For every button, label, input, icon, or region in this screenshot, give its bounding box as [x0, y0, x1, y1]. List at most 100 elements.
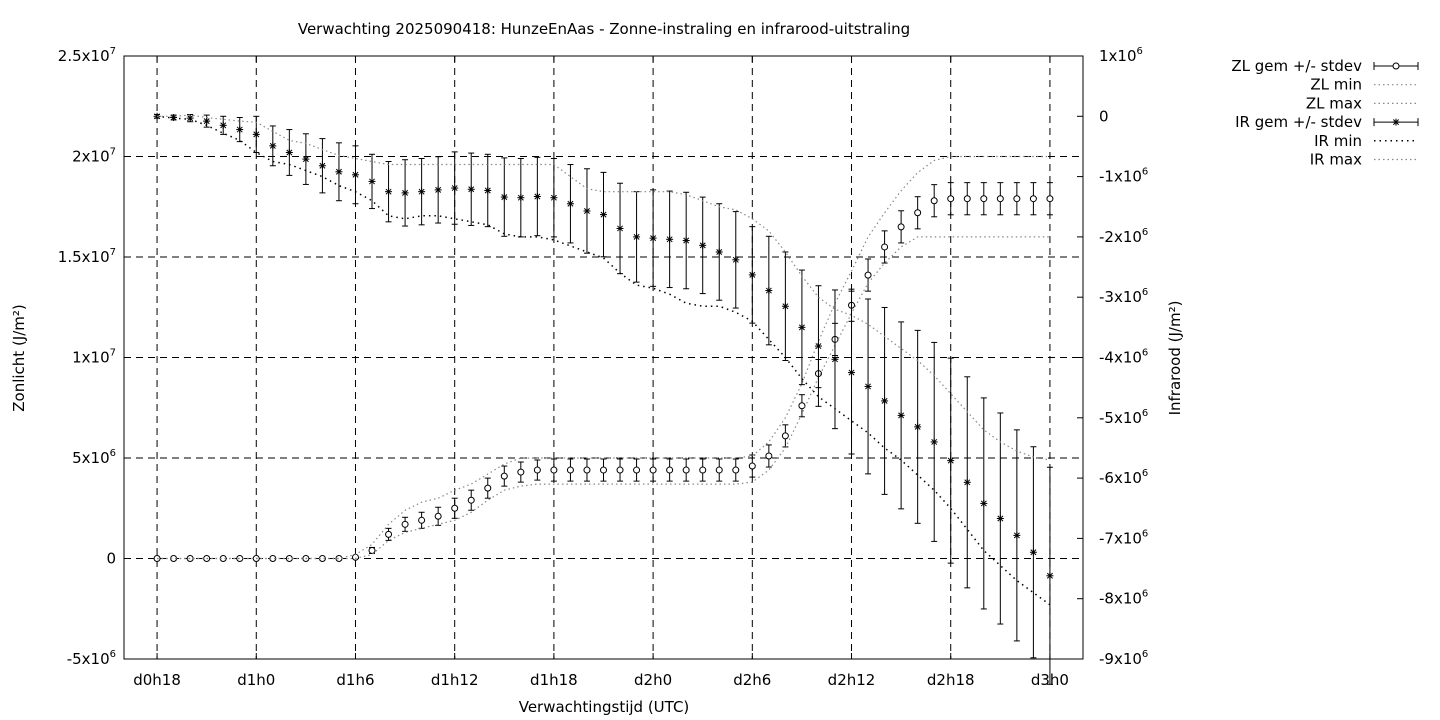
x-tick-label: d1h18	[530, 671, 578, 689]
y-tick-label: 2x107	[72, 147, 116, 166]
y-tick-exponent: 7	[110, 46, 116, 57]
data-point	[402, 189, 409, 196]
y-tick-label: 0	[106, 550, 116, 568]
data-point	[467, 496, 475, 504]
data-point	[533, 466, 541, 474]
data-point	[683, 237, 690, 244]
data-point	[451, 185, 458, 192]
grid	[124, 56, 1083, 659]
data-point	[319, 162, 326, 169]
data-point	[187, 115, 194, 122]
y2-tick-exponent: 6	[1142, 287, 1148, 298]
data-point	[864, 271, 872, 279]
data-point	[236, 555, 244, 562]
series-line	[157, 155, 1050, 560]
data-point	[385, 530, 393, 538]
y2-tick-label: -2x106	[1099, 227, 1148, 246]
data-point	[798, 402, 806, 410]
data-point	[881, 397, 888, 404]
y2-tick-label: -6x106	[1099, 468, 1148, 487]
data-point	[468, 186, 475, 193]
y2-tick-mantissa: -5x10	[1099, 409, 1142, 427]
y2-tick-label: -5x106	[1099, 408, 1148, 427]
data-point	[947, 457, 954, 464]
data-point	[914, 209, 922, 217]
data-point	[583, 466, 591, 474]
legend-label: IR gem +/- stdev	[1235, 113, 1362, 131]
data-point	[898, 412, 905, 419]
data-point	[699, 242, 706, 249]
y-tick-exponent: 6	[110, 448, 116, 459]
y2-tick-label: 0	[1099, 107, 1109, 125]
data-point	[980, 500, 987, 507]
data-point	[881, 243, 889, 251]
data-point	[765, 452, 773, 460]
y-tick-mantissa: 5x10	[72, 449, 110, 467]
data-point	[203, 118, 210, 125]
data-point	[269, 142, 276, 149]
series-line	[157, 115, 1051, 606]
y2-tick-exponent: 6	[1142, 348, 1148, 359]
y2-tick-label: -4x106	[1099, 348, 1148, 367]
y2-tick-label: -3x106	[1099, 287, 1148, 306]
y2-tick-exponent: 6	[1142, 468, 1148, 479]
data-point	[633, 466, 641, 474]
x-tick-label: d2h18	[927, 671, 975, 689]
data-point	[517, 468, 525, 476]
x-tick-label: d0h18	[133, 671, 181, 689]
y2-tick-label: -1x106	[1099, 167, 1148, 186]
data-point	[815, 343, 822, 350]
legend-label: ZL min	[1310, 76, 1362, 94]
data-point	[567, 200, 574, 207]
data-point	[897, 223, 905, 231]
data-point	[154, 113, 161, 120]
y-tick-mantissa: 1x10	[72, 349, 110, 367]
y-tick-mantissa: 2x10	[72, 148, 110, 166]
x-tick-label: d1h12	[431, 671, 479, 689]
legend-label: IR max	[1310, 151, 1362, 169]
data-point	[1013, 195, 1021, 203]
data-point	[600, 466, 607, 474]
data-point	[765, 287, 772, 294]
data-point	[930, 197, 938, 205]
y2-tick-exponent: 6	[1137, 46, 1143, 57]
y2-tick-mantissa: -3x10	[1099, 288, 1142, 306]
data-point	[1013, 532, 1020, 539]
data-point	[832, 356, 838, 363]
y-tick-exponent: 7	[110, 147, 116, 158]
data-point	[253, 131, 260, 138]
y2-tick-label: -8x106	[1099, 589, 1148, 608]
series-4	[157, 115, 1051, 606]
y-tick-mantissa: 0	[106, 550, 116, 568]
data-point	[335, 168, 342, 175]
data-point	[153, 555, 161, 562]
data-point	[517, 194, 524, 201]
series-line	[157, 236, 1050, 560]
data-point	[583, 207, 590, 214]
legend-marker	[1392, 62, 1400, 70]
data-point	[666, 466, 674, 474]
data-point	[1029, 195, 1037, 203]
data-point	[285, 555, 293, 562]
data-point	[484, 187, 491, 194]
data-point	[500, 472, 508, 480]
data-point	[302, 156, 309, 163]
data-point	[914, 423, 921, 430]
x-tick-label: d3h0	[1031, 671, 1069, 689]
data-point	[666, 236, 673, 243]
data-point	[236, 126, 243, 133]
y2-tick-mantissa: 0	[1099, 107, 1109, 125]
data-point	[633, 233, 640, 240]
x-axis-label: Verwachtingstijd (UTC)	[519, 698, 690, 716]
y-tick-exponent: 7	[110, 247, 116, 258]
legend-label: ZL gem +/- stdev	[1231, 57, 1362, 75]
data-point	[781, 432, 789, 440]
y2-axis-label: Infrarood (J/m²)	[1166, 301, 1184, 416]
data-point	[650, 235, 657, 242]
y-tick-label: 1.5x107	[58, 247, 116, 266]
data-point	[401, 520, 409, 528]
data-point	[732, 256, 739, 263]
data-point	[501, 194, 508, 201]
data-point	[947, 195, 955, 203]
